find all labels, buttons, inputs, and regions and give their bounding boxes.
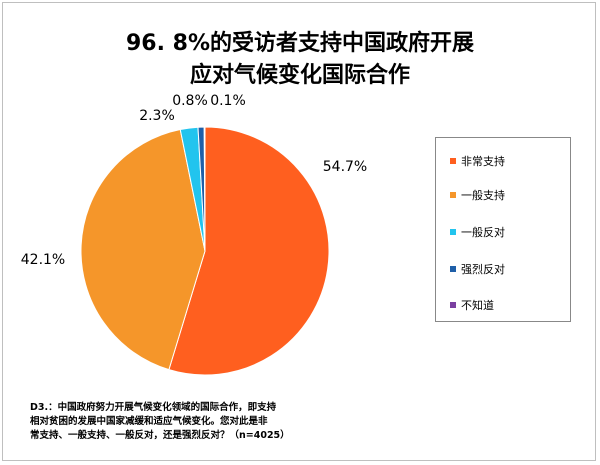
legend-item-2: 一般支持 [450,187,505,203]
legend-label-1: 非常支持 [461,155,505,168]
chart-frame [2,2,596,461]
legend-label-5: 不知道 [461,299,494,312]
legend-swatch-3 [450,229,456,235]
legend-item-3: 一般反对 [450,224,505,240]
legend-item-5: 不知道 [450,297,494,313]
legend-swatch-2 [450,192,456,198]
legend-swatch-1 [450,158,456,164]
footnote-line-3: 常支持、一般支持、一般反对，还是强烈反对？（n=4025） [30,430,290,441]
legend-item-1: 非常支持 [450,153,505,169]
legend-swatch-4 [450,266,456,272]
legend-label-2: 一般支持 [461,189,505,202]
legend: 非常支持一般支持一般反对强烈反对不知道 [435,137,571,322]
legend-item-4: 强烈反对 [450,261,505,277]
chart-title-line-2: 应对气候变化国际合作 [189,63,410,88]
pie-slice-1 [168,126,330,376]
data-label-1: 54.7% [323,159,367,175]
data-label-2: 42.1% [21,252,65,268]
chart-title-line-1: 96. 8%的受访者支持中国政府开展 [126,31,474,56]
footnote-line-1: D3.：中国政府努力开展气候变化领域的国际合作，即支持 [30,402,277,413]
legend-label-4: 强烈反对 [461,263,505,276]
footnote-line-2: 相对贫困的发展中国家减缓和适应气候变化。您对此是非 [30,416,268,427]
legend-swatch-5 [450,302,456,308]
data-label-5: 0.1% [210,93,246,109]
pie-slice-5 [203,126,206,252]
footnote: D3.：中国政府努力开展气候变化领域的国际合作，即支持 相对贫困的发展中国家减缓… [30,401,340,443]
chart-title: 96. 8%的受访者支持中国政府开展 应对气候变化国际合作 [0,28,600,92]
pie-slice-2 [80,128,206,371]
legend-label-3: 一般反对 [461,226,505,239]
data-label-3: 2.3% [139,108,175,124]
data-label-4: 0.8% [172,93,208,109]
